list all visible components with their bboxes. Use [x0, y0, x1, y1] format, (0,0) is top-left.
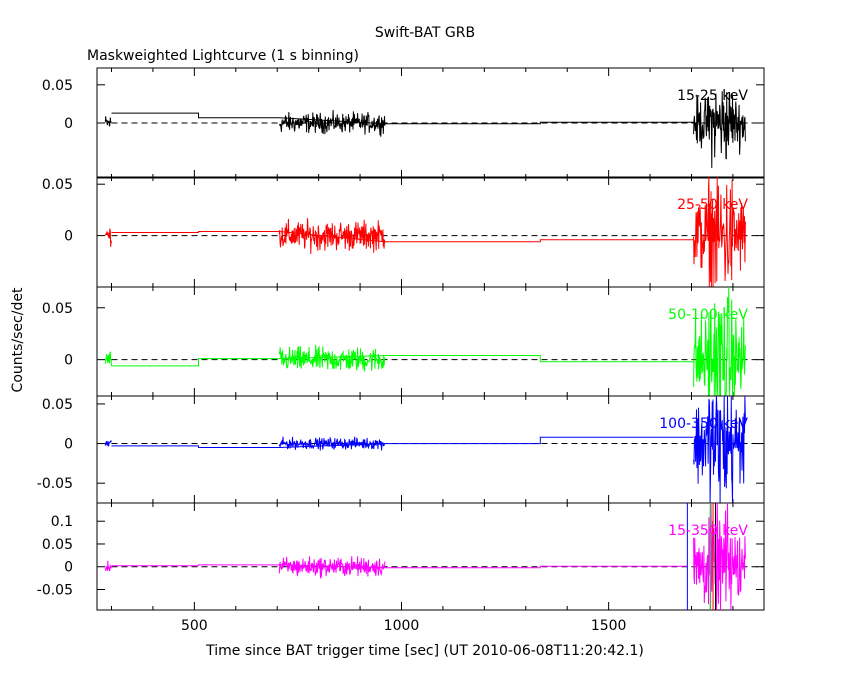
- lightcurve-noise: [693, 395, 746, 504]
- lightcurve-steps: [111, 436, 694, 448]
- band-label: 100-350 keV: [659, 416, 748, 432]
- lightcurve-noise: [693, 176, 746, 288]
- y-tick-label: 0.05: [42, 78, 73, 94]
- band-label: 25-50 keV: [677, 197, 748, 213]
- band-label: 15-350 keV: [668, 523, 748, 539]
- lightcurve-steps: [111, 355, 694, 367]
- lightcurve-noise: [104, 116, 112, 127]
- x-tick-label: 1000: [384, 618, 420, 634]
- lightcurve-noise: [693, 286, 746, 397]
- y-tick-label: 0: [64, 437, 73, 453]
- panels-group: 0 0.05 15-25 keV 0 0.05 25-50 keV 0 0.05 50-100 …: [37, 67, 765, 634]
- lightcurve-noise: [278, 344, 386, 372]
- y-tick-label: 0.05: [42, 301, 73, 317]
- y-tick-label: 0.1: [51, 514, 73, 530]
- x-axis-label: Time since BAT trigger time [sec] (UT 20…: [205, 643, 644, 659]
- chart-title: Swift-BAT GRB: [375, 25, 475, 41]
- x-tick-label: 500: [181, 618, 208, 634]
- band-label: 15-25 keV: [677, 88, 748, 104]
- panel-frame: [96, 502, 765, 611]
- lightcurve-noise: [279, 109, 386, 137]
- y-tick-label: 0: [64, 116, 73, 132]
- y-tick-label: 0: [64, 229, 73, 245]
- lightcurve-steps: [111, 564, 688, 569]
- y-tick-label: 0: [64, 353, 73, 369]
- y-tick-label: 0: [64, 560, 73, 576]
- y-tick-label: -0.05: [37, 476, 73, 492]
- lightcurve-noise: [278, 436, 386, 451]
- y-tick-label: -0.05: [37, 583, 73, 599]
- lightcurve-steps: [111, 231, 694, 243]
- panel-frame: [96, 286, 765, 397]
- y-axis-label: Counts/sec/det: [10, 287, 26, 392]
- band-label: 50-100 keV: [668, 307, 748, 323]
- chart-subtitle: Maskweighted Lightcurve (1 s binning): [87, 48, 359, 64]
- lightcurve-noise: [278, 556, 386, 579]
- y-tick-label: 0.05: [42, 397, 73, 413]
- lightcurve-noise: [104, 228, 112, 248]
- lightcurve-noise: [693, 91, 746, 169]
- lightcurve-noise: [104, 560, 112, 572]
- y-tick-label: 0.05: [42, 537, 73, 553]
- lightcurve-noise: [278, 218, 386, 255]
- lightcurve-noise: [104, 351, 112, 367]
- lightcurve-noise: [693, 502, 746, 611]
- lightcurve-steps: [111, 112, 694, 125]
- panel-frame: [96, 395, 765, 504]
- x-tick-label: 1500: [591, 618, 627, 634]
- lightcurve-noise: [104, 440, 112, 447]
- y-tick-label: 0.05: [42, 177, 73, 193]
